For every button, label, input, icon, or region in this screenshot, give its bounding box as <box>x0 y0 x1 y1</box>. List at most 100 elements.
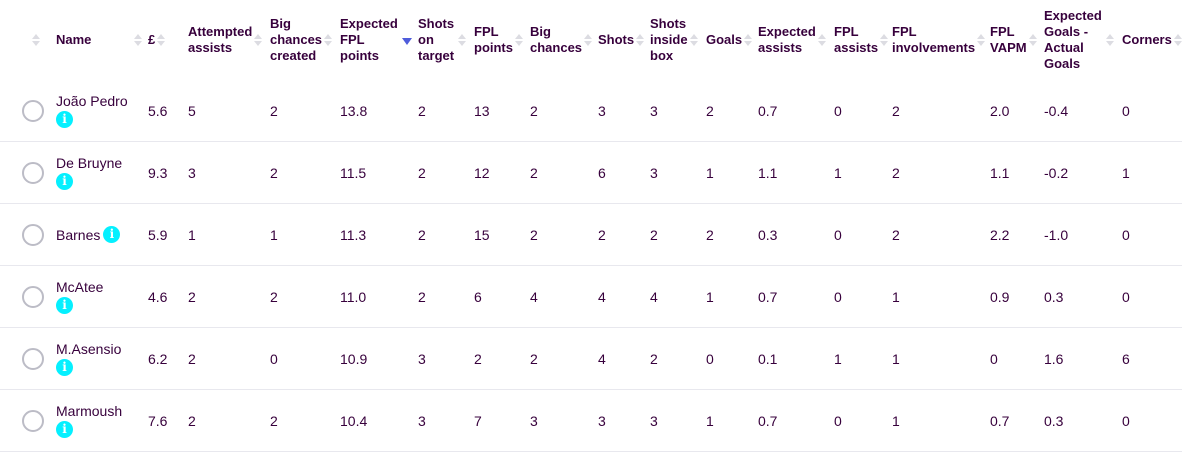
select-player-radio[interactable] <box>22 409 44 432</box>
player-info-icon[interactable]: i <box>56 421 73 438</box>
player-info-icon[interactable]: i <box>56 359 73 376</box>
column-header-fpl-vapm[interactable]: FPL VAPM <box>986 0 1040 80</box>
sort-arrows-icon[interactable] <box>458 32 466 48</box>
player-name-cell: João Pedro i <box>52 80 144 142</box>
column-header-label: FPL points <box>474 24 513 55</box>
player-info-icon[interactable]: i <box>56 111 73 128</box>
sort-arrows-icon[interactable] <box>636 32 645 48</box>
column-header-shots-inside-box[interactable]: Shots inside box <box>646 0 702 80</box>
column-header-xg-minus-goals[interactable]: Expected Goals - Actual Goals <box>1040 0 1118 80</box>
sort-arrows-icon[interactable] <box>32 32 40 48</box>
stat-shots-inside-box: 2 <box>646 327 702 390</box>
stat-big-chances-created: 1 <box>266 203 336 266</box>
column-header-shots-on-target[interactable]: Shots on target <box>414 0 470 80</box>
stat-price: 9.3 <box>144 141 184 204</box>
player-name[interactable]: Marmoush <box>56 403 123 419</box>
column-header-attempted-assists[interactable]: Attempted assists <box>184 0 266 80</box>
stat-shots: 6 <box>594 141 646 204</box>
select-player-radio[interactable] <box>22 161 44 184</box>
column-header-corners[interactable]: Corners <box>1118 0 1182 80</box>
column-header-content: £ <box>148 32 180 48</box>
stat-expected-assists: 1.1 <box>754 141 830 204</box>
stat-corners: 6 <box>1118 327 1182 390</box>
stat-goals: 1 <box>702 389 754 452</box>
stat-big-chances: 2 <box>526 80 594 142</box>
stat-fpl-assists: 0 <box>830 265 888 328</box>
column-header-expected-fpl-points[interactable]: Expected FPL points <box>336 0 414 80</box>
sort-arrows-icon[interactable] <box>157 32 166 48</box>
sort-arrows-icon[interactable] <box>254 32 263 48</box>
stat-price: 5.6 <box>144 80 184 142</box>
stat-shots-inside-box: 2 <box>646 203 702 266</box>
player-info-icon[interactable]: i <box>56 173 73 190</box>
sort-arrows-icon[interactable] <box>584 32 593 48</box>
player-name[interactable]: Barnes <box>56 226 101 243</box>
column-header-shots[interactable]: Shots <box>594 0 646 80</box>
table-header-row: Name £ Attempted assists Big chances create… <box>0 0 1182 80</box>
sort-arrows-icon[interactable] <box>690 32 698 48</box>
stat-goals: 1 <box>702 141 754 204</box>
sort-arrows-icon[interactable] <box>744 32 753 48</box>
column-header-big-chances[interactable]: Big chances <box>526 0 594 80</box>
select-player-radio[interactable] <box>22 285 44 308</box>
select-cell <box>0 327 52 390</box>
column-header-label: Big chances <box>530 24 583 55</box>
sort-arrows-icon[interactable] <box>880 32 889 48</box>
player-name[interactable]: McAtee <box>56 279 104 295</box>
stat-goals: 2 <box>702 80 754 142</box>
sort-arrows-icon[interactable] <box>1028 32 1037 48</box>
column-header-expected-assists[interactable]: Expected assists <box>754 0 830 80</box>
stat-fpl-points: 13 <box>470 80 526 142</box>
sort-arrows-icon[interactable] <box>324 32 333 48</box>
stat-fpl-involvements: 2 <box>888 141 986 204</box>
sort-arrows-icon[interactable] <box>1173 32 1182 48</box>
stat-big-chances-created: 0 <box>266 327 336 390</box>
column-header-price[interactable]: £ <box>144 0 184 80</box>
column-header-fpl-involvements[interactable]: FPL involvements <box>888 0 986 80</box>
column-header-fpl-assists[interactable]: FPL assists <box>830 0 889 80</box>
stat-big-chances: 2 <box>526 203 594 266</box>
column-header-content: Name <box>32 32 140 48</box>
column-header-content: Expected Goals - Actual Goals <box>1044 8 1114 72</box>
player-name[interactable]: De Bruyne <box>56 155 123 171</box>
table-row[interactable]: Marmoush i 7.6 2 2 10.4 3 7 3 3 3 1 0.7 0 1 0.7 0.3 0 <box>0 389 1182 452</box>
player-name-cell: Marmoush i <box>52 389 144 452</box>
select-player-radio[interactable] <box>22 347 44 370</box>
player-name[interactable]: M.Asensio <box>56 341 122 357</box>
table-row[interactable]: De Bruyne i 9.3 3 2 11.5 2 12 2 6 3 1 1.1 1 2 1.1 -0.2 1 <box>0 141 1182 204</box>
sort-arrows-icon[interactable] <box>818 32 826 48</box>
table-row[interactable]: João Pedro i 5.6 5 2 13.8 2 13 2 3 3 2 0.7 0 2 2.0 -0.4 0 <box>0 80 1182 142</box>
table-row[interactable]: M.Asensio i 6.2 2 0 10.9 3 2 2 4 2 0 0.1 1 1 0 1.6 6 <box>0 327 1182 390</box>
table-row[interactable]: Barnes i 5.9 1 1 11.3 2 15 2 2 2 2 0.3 0 2 2.2 -1.0 0 <box>0 203 1182 266</box>
stat-expected-assists: 0.7 <box>754 389 830 452</box>
column-header-label: Shots inside box <box>650 16 688 63</box>
stat-fpl-involvements: 1 <box>888 265 986 328</box>
sort-arrows-icon[interactable] <box>134 32 142 48</box>
select-player-radio[interactable] <box>22 99 44 122</box>
column-header-name[interactable]: Name <box>32 0 144 80</box>
stat-expected-fpl-points: 13.8 <box>336 80 414 142</box>
column-header-goals[interactable]: Goals <box>702 0 754 80</box>
stat-fpl-points: 15 <box>470 203 526 266</box>
sort-descending-icon[interactable] <box>402 32 412 48</box>
player-info-icon[interactable]: i <box>103 226 121 243</box>
column-header-label: £ <box>148 32 156 47</box>
sort-arrows-icon[interactable] <box>515 32 523 48</box>
stat-price: 6.2 <box>144 327 184 390</box>
column-header-fpl-points[interactable]: FPL points <box>470 0 526 80</box>
select-player-radio[interactable] <box>22 223 44 246</box>
select-cell <box>0 389 52 452</box>
stat-expected-fpl-points: 10.9 <box>336 327 414 390</box>
stat-price: 7.6 <box>144 389 184 452</box>
column-header-content: Corners <box>1122 32 1182 48</box>
player-name-cell: M.Asensio i <box>52 327 144 390</box>
column-header-label: Corners <box>1122 32 1172 47</box>
sort-arrows-icon[interactable] <box>977 32 986 48</box>
stat-expected-fpl-points: 11.3 <box>336 203 414 266</box>
select-cell <box>0 141 52 204</box>
player-info-icon[interactable]: i <box>56 297 73 314</box>
column-header-big-chances-created[interactable]: Big chances created <box>266 0 336 80</box>
sort-arrows-icon[interactable] <box>1106 32 1114 48</box>
table-row[interactable]: McAtee i 4.6 2 2 11.0 2 6 4 4 4 1 0.7 0 1 0.9 0.3 0 <box>0 265 1182 328</box>
player-name[interactable]: João Pedro <box>56 93 128 109</box>
